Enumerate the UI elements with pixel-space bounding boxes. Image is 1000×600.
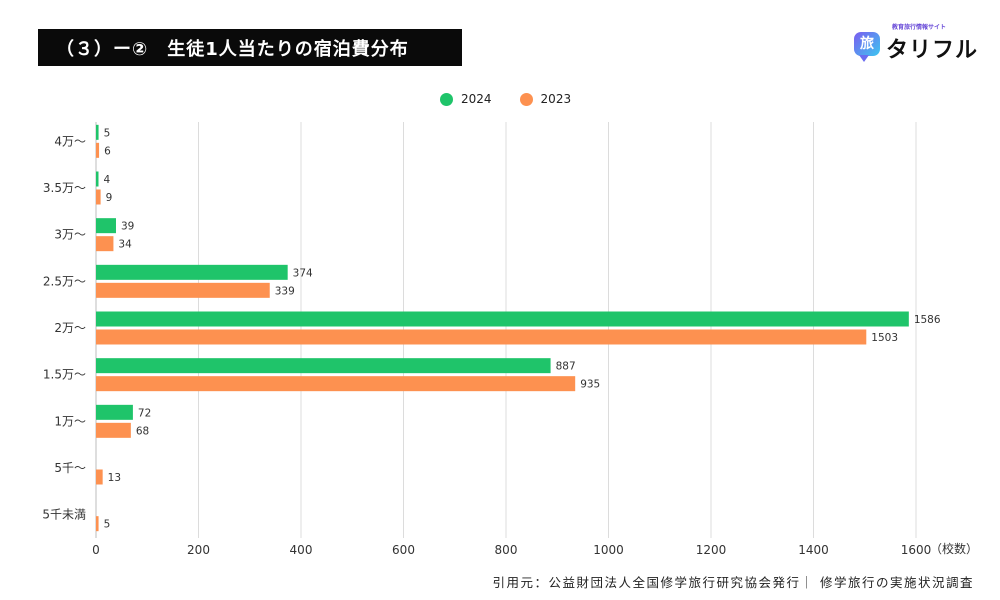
x-tick-label: 1400 [798, 543, 829, 557]
brand-name: タリフル [886, 38, 979, 63]
legend-item-2024: 2024 [440, 92, 492, 106]
data-label-2024: 374 [293, 267, 313, 279]
brand-tagline: 教育旅行情報サイト [892, 24, 947, 31]
bar-2024 [96, 264, 288, 280]
bar-2024 [96, 404, 133, 420]
legend-dot-2023 [519, 92, 533, 106]
x-tick-label: 1600 [901, 543, 932, 557]
category-label: 3.5万～ [43, 181, 86, 195]
brand-chat-bubble-icon: 旅 [854, 32, 880, 62]
bar-2023 [96, 469, 103, 485]
data-label-2024: 4 [104, 174, 111, 186]
data-label-2024: 1586 [914, 314, 941, 326]
x-tick-label: 800 [495, 543, 518, 557]
category-label: 5千～ [54, 461, 86, 475]
x-axis-unit: （校数） [930, 542, 979, 556]
data-label-2023: 9 [106, 192, 113, 204]
x-tick-label: 1000 [593, 543, 624, 557]
data-label-2023: 34 [118, 239, 132, 251]
chart-title: （３）ー② 生徒1人当たりの宿泊費分布 [38, 29, 462, 66]
bar-2024 [96, 311, 909, 327]
bar-2023 [96, 422, 131, 438]
data-label-2024: 887 [556, 361, 576, 373]
source-citation: 引用元：公益財団法人全国修学旅行研究協会発行｜ 修学旅行の実施状況調査 [492, 575, 974, 590]
data-label-2023: 339 [275, 285, 295, 297]
bar-2023 [96, 516, 99, 532]
bar-2023 [96, 282, 270, 298]
category-label: 1.5万～ [43, 368, 86, 382]
x-tick-label: 0 [92, 543, 100, 557]
data-label-2023: 935 [580, 379, 600, 391]
data-label-2023: 13 [108, 472, 121, 484]
category-label: 2.5万～ [43, 274, 86, 288]
bar-2023 [96, 376, 576, 392]
bar-2024 [96, 171, 99, 187]
category-label: 5千未満 [42, 508, 86, 522]
data-label-2024: 72 [138, 407, 151, 419]
x-tick-label: 200 [187, 543, 210, 557]
bar-2024 [96, 358, 551, 374]
bar-2023 [96, 189, 101, 205]
bar-2024 [96, 124, 99, 140]
data-label-2023: 6 [104, 145, 111, 157]
brand-mark-letter: 旅 [860, 36, 874, 52]
brand-logo[interactable]: 教育旅行情報サイト 旅 タリフル [854, 22, 978, 66]
x-tick-label: 600 [392, 543, 415, 557]
legend-label-2024: 2024 [461, 92, 492, 106]
data-label-2023: 5 [104, 519, 111, 531]
category-label: 2万～ [54, 321, 86, 335]
data-label-2024: 39 [121, 221, 134, 233]
x-tick-label: 400 [290, 543, 313, 557]
legend-dot-2024 [440, 92, 453, 106]
data-label-2023: 1503 [871, 332, 898, 344]
bar-2023 [96, 236, 114, 252]
legend-item-2023: 2023 [519, 92, 572, 106]
legend-label-2023: 2023 [540, 92, 572, 106]
bar-2023 [96, 329, 867, 345]
data-label-2023: 68 [136, 425, 149, 437]
category-label: 1万～ [54, 414, 86, 428]
legend: 2024 2023 [440, 92, 571, 106]
category-label: 4万～ [54, 134, 86, 148]
x-tick-label: 1200 [696, 543, 727, 557]
bar-2024 [96, 218, 116, 234]
category-label: 3万～ [54, 228, 86, 242]
bar-2023 [96, 142, 100, 158]
data-label-2024: 5 [104, 127, 111, 139]
